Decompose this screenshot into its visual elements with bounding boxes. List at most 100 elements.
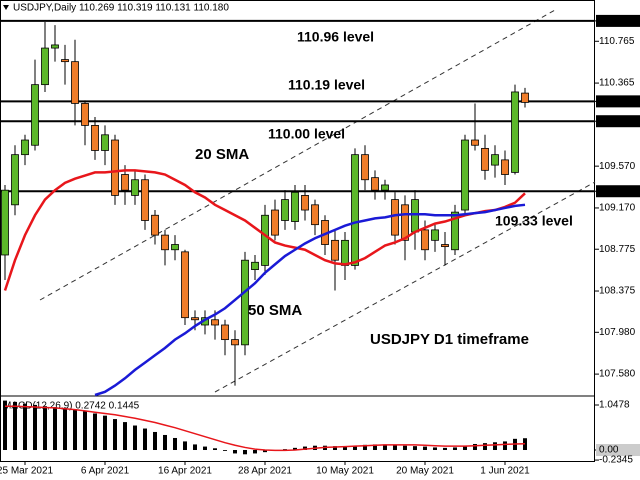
sma-line	[3, 169, 526, 291]
candle-body	[501, 159, 509, 175]
candle-body	[1, 189, 9, 256]
candle-body	[71, 61, 79, 104]
candle-body	[511, 91, 519, 173]
macd-bar	[433, 447, 437, 451]
candle-body	[171, 244, 179, 251]
tick-highlight	[596, 14, 640, 27]
y-tick-label: 109.170	[599, 203, 636, 214]
x-tick-label: 1 Jun 2021	[480, 466, 530, 477]
candle-body	[41, 47, 49, 86]
level-label: 110.00 level	[268, 126, 345, 142]
macd-bar	[373, 444, 377, 451]
candle-body	[51, 44, 59, 49]
macd-bar	[263, 450, 267, 453]
macd-bar	[283, 449, 287, 451]
candle-body	[401, 204, 409, 241]
candle-body	[491, 154, 499, 166]
macd-bar	[333, 446, 337, 451]
candle-body	[111, 139, 119, 196]
macd-bar	[113, 419, 117, 451]
macd-bar	[413, 446, 417, 451]
macd-bar	[33, 404, 37, 451]
candle-body	[141, 179, 149, 221]
macd-bar	[103, 415, 107, 451]
candle-body	[451, 211, 459, 251]
candle-body	[341, 239, 349, 266]
macd-bar	[363, 444, 367, 451]
y-tick-label: 109.570	[599, 161, 636, 172]
candle-body	[181, 251, 189, 319]
macd-bar	[253, 450, 257, 454]
candle-body	[471, 139, 479, 146]
candle-body	[101, 134, 109, 151]
macd-bar	[223, 450, 227, 451]
macd-bar	[73, 409, 77, 451]
macd-bar	[293, 447, 297, 451]
candle-body	[161, 234, 169, 251]
y-tick-label: 110.000	[599, 116, 635, 127]
candle-body	[241, 259, 249, 346]
macd-bar	[193, 444, 197, 451]
candle-body	[261, 214, 269, 266]
y-tick-label: 109.330	[599, 186, 636, 197]
candle-body	[371, 177, 379, 191]
x-tick-label: 6 Apr 2021	[81, 466, 130, 477]
y-tick-label: 110.960	[599, 16, 635, 27]
tick-highlight	[596, 115, 640, 128]
candle-body	[61, 59, 69, 63]
y-tick-label: 110.190	[599, 96, 635, 107]
y-tick-label: 110.765	[599, 36, 635, 47]
candle-body	[281, 199, 289, 221]
macd-bar	[503, 441, 507, 451]
x-tick-label: 25 Mar 2021	[0, 466, 54, 477]
candle-body	[91, 124, 99, 151]
level-label: 110.19 level	[288, 77, 365, 93]
candle-body	[151, 214, 159, 236]
candle-body	[441, 244, 449, 248]
candle-body	[311, 204, 319, 226]
macd-bar	[53, 407, 57, 451]
macd-bar	[233, 450, 237, 454]
macd-bar	[463, 445, 467, 451]
macd-bar	[213, 448, 217, 451]
macd-bar	[183, 441, 187, 451]
candle-body	[381, 184, 389, 191]
macd-bar	[163, 434, 167, 451]
macd-title: MACD(12,26,9) 0.2742 0.1445	[3, 401, 140, 412]
candle-body	[301, 195, 309, 211]
x-tick-label: 10 May 2021	[316, 466, 374, 477]
y-tick-label: 0.00	[599, 445, 619, 456]
candle-body	[211, 319, 219, 326]
y-tick-label: -0.2345	[599, 455, 633, 466]
y-tick-label: 1.0478	[599, 400, 630, 411]
candle-body	[251, 261, 259, 271]
signal-line	[5, 405, 526, 452]
macd-bar	[133, 425, 137, 451]
macd-bar	[23, 403, 27, 451]
macd-bar	[43, 406, 47, 451]
candle-body	[461, 139, 469, 211]
level-label: 110.96 level	[297, 29, 374, 45]
candle-body	[11, 154, 19, 206]
y-tick-label: 107.580	[599, 369, 636, 380]
macd-bar	[93, 413, 97, 451]
macd-bar	[143, 428, 147, 451]
y-tick-label: 108.775	[599, 244, 636, 255]
macd-bar	[423, 446, 427, 451]
candle-body	[331, 239, 339, 261]
candle-body	[31, 84, 39, 146]
macd-bar	[153, 431, 157, 451]
tick-highlight	[596, 185, 640, 198]
tick-highlight	[596, 444, 640, 457]
y-tick-label: 110.365	[599, 78, 635, 89]
macd-bar	[203, 446, 207, 451]
macd-bar	[493, 442, 497, 451]
sma-line	[94, 203, 526, 397]
candle-body	[391, 199, 399, 236]
macd-bar	[383, 444, 387, 451]
candle-body	[361, 154, 369, 181]
candle-body	[411, 199, 419, 233]
symbol-icon	[3, 5, 9, 10]
candle-body	[481, 147, 489, 171]
